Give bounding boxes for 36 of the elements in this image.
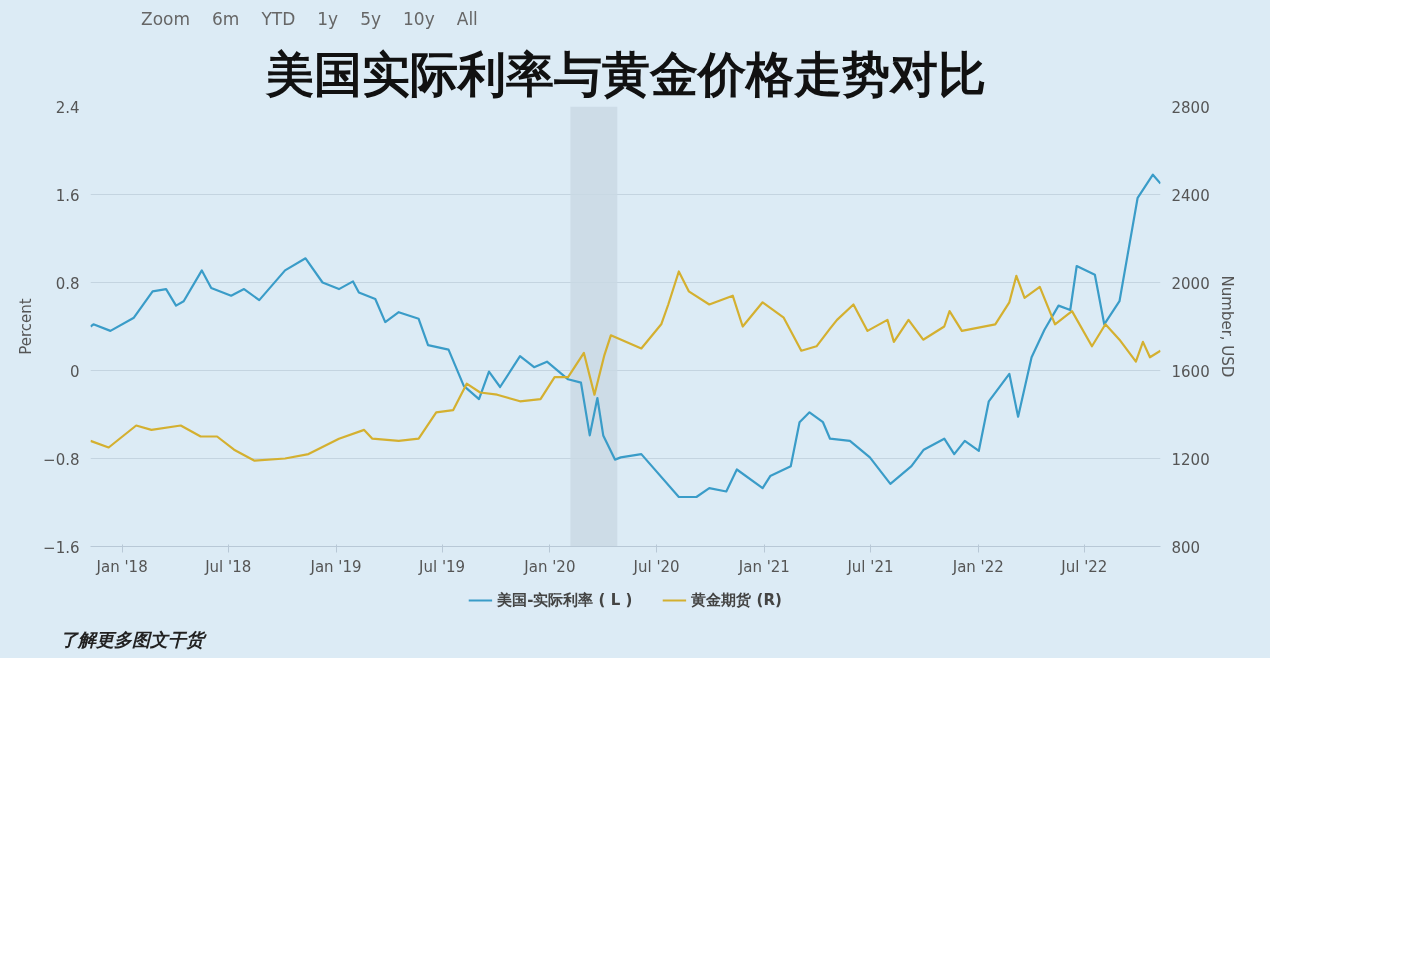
x-tick-label: Jul '19	[418, 557, 466, 576]
y2-tick-label: 1600	[1171, 362, 1210, 381]
x-tick-label: Jan '22	[951, 557, 1004, 576]
text: 1y	[317, 8, 339, 31]
y2-tick-label: 2000	[1171, 274, 1210, 293]
text: 5y	[360, 8, 382, 31]
y2-tick-label: 800	[1171, 538, 1201, 557]
y2-tick-label: 1200	[1171, 450, 1210, 469]
y2-tick-label: 2400	[1171, 186, 1210, 205]
text: YTD	[261, 8, 296, 31]
text: Zoom	[141, 8, 191, 31]
x-tick-label: Jan '20	[523, 557, 576, 576]
text: 10y	[403, 8, 435, 31]
y-tick-label: 0.8	[55, 274, 80, 293]
x-tick-label: Jul '18	[204, 557, 252, 576]
text: All	[456, 8, 478, 31]
chart-title: 美国实际利率与黄金价格走势对比	[264, 45, 986, 102]
line-series	[90, 173, 1161, 499]
x-tick-label: Jan '19	[309, 557, 362, 576]
y2-axis-title: Number, USD	[1217, 275, 1236, 378]
x-tick-label: Jul '22	[1060, 557, 1108, 576]
y-tick-label: 2.4	[55, 98, 80, 117]
y-tick-label: 1.6	[55, 186, 80, 205]
y2-tick-label: 2800	[1171, 98, 1210, 117]
legend-label: 黄金期货 (R)	[691, 590, 782, 610]
x-tick-label: Jul '20	[632, 557, 680, 576]
y-tick-label: −1.6	[43, 538, 80, 557]
y-tick-label: −0.8	[43, 450, 80, 469]
legend-label: 美国-实际利率 ( L )	[497, 590, 633, 610]
x-tick-label: Jan '21	[737, 557, 790, 576]
x-tick-label: Jul '21	[846, 557, 894, 576]
line-series	[90, 270, 1161, 463]
y-tick-label: 0	[69, 362, 80, 381]
text: 6m	[212, 8, 240, 31]
y-axis-title: Percent	[17, 298, 36, 355]
x-tick-label: Jan '18	[95, 557, 148, 576]
